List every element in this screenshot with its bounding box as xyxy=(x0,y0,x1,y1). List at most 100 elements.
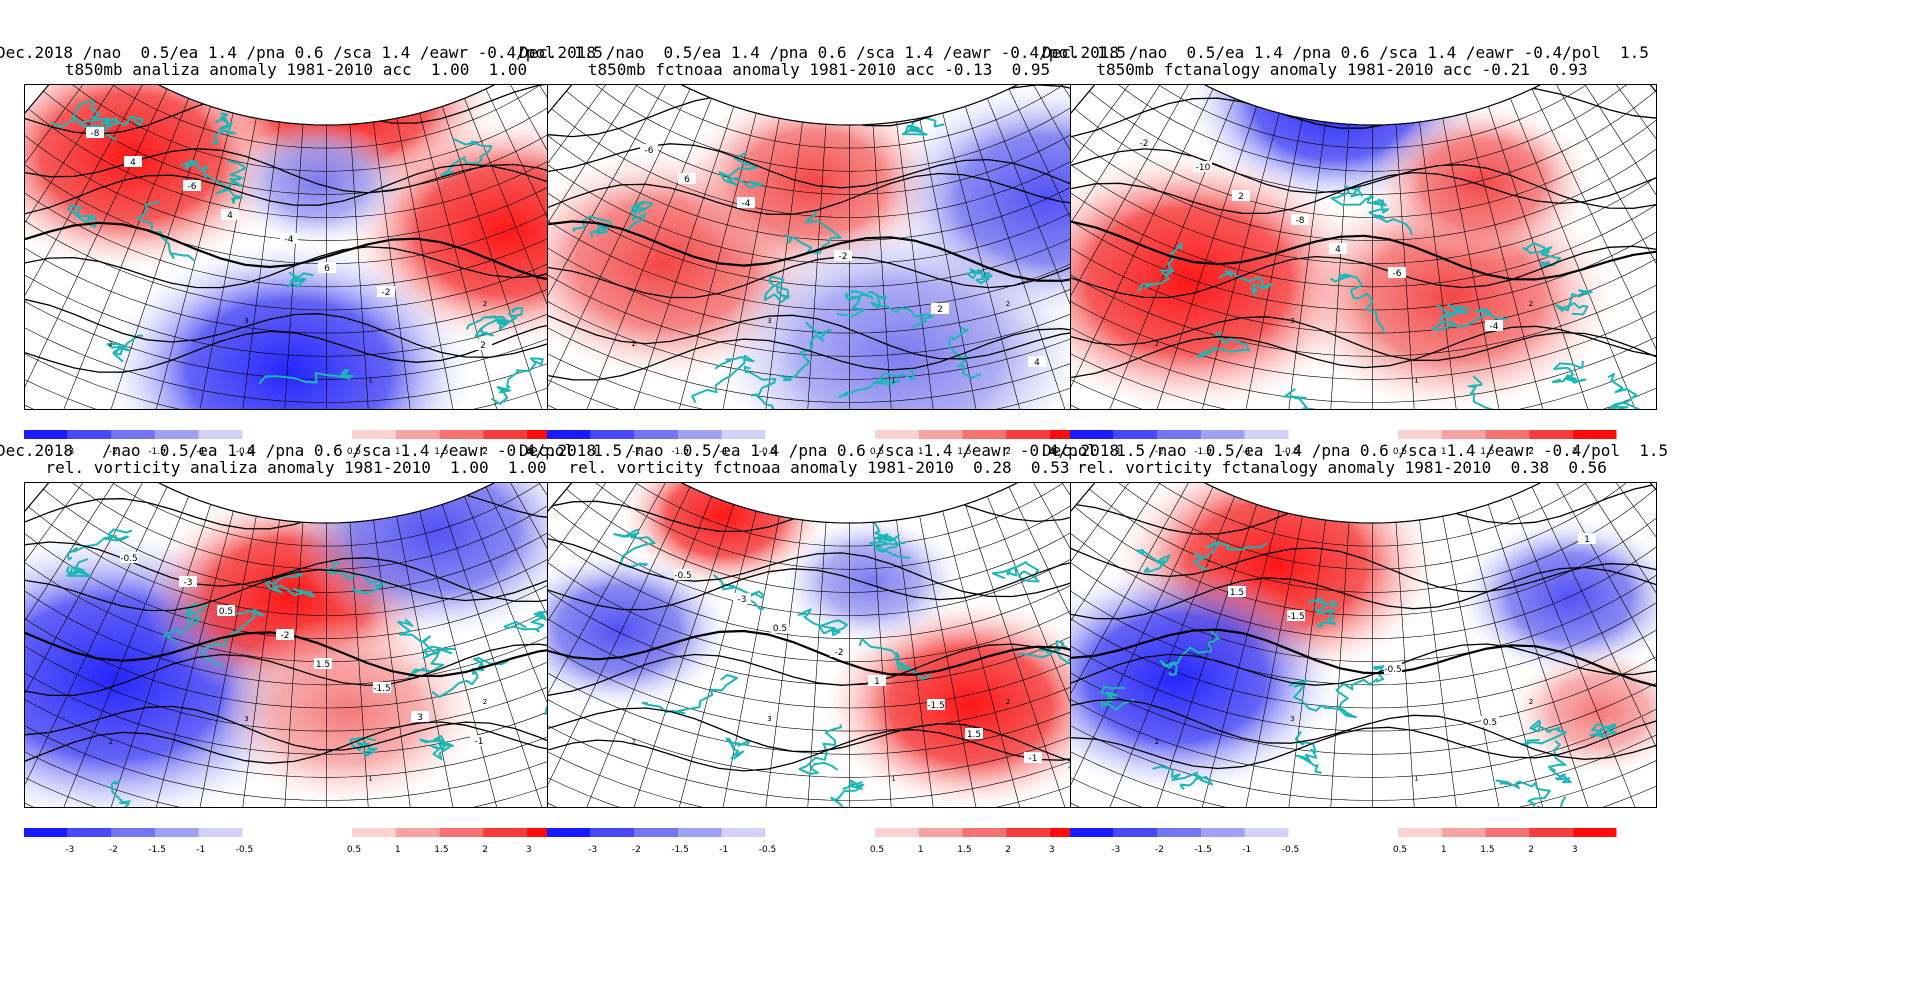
contour-line xyxy=(1071,171,1656,215)
parallel-line xyxy=(1071,143,1656,265)
coastline xyxy=(474,318,513,337)
contour-label: 2 xyxy=(1238,192,1244,202)
coastline xyxy=(779,321,832,382)
colorbar-tick-label: -0.5 xyxy=(1282,447,1300,457)
contour-label-bg xyxy=(830,646,848,657)
contour-line xyxy=(548,314,1133,360)
grid-value-label: 1 xyxy=(1414,774,1418,782)
coastline xyxy=(106,334,144,363)
colorbar-svg: -3 -2 -1.5 -1 -0.5 0.5 1 1.5 2 3 xyxy=(1070,828,1617,855)
grid-value-label: 2 xyxy=(632,340,636,348)
parallel-line xyxy=(25,249,610,403)
coastline xyxy=(1330,273,1386,334)
contour-label: -2 xyxy=(839,252,848,262)
colorbar-tick-label: -1 xyxy=(719,447,728,457)
coastline xyxy=(1218,270,1273,297)
colorbar-tick-label: 1 xyxy=(918,447,924,457)
contour-label: -0.5 xyxy=(1384,665,1402,675)
contour-label: 4 xyxy=(1335,245,1341,255)
colorbar-tick-label: 1 xyxy=(1441,447,1447,457)
colorbar-swatch-positive xyxy=(439,430,484,439)
colorbar-swatch-positive xyxy=(1529,430,1573,439)
colorbar-swatch-negative xyxy=(1070,828,1114,837)
colorbar-tick-label: -1 xyxy=(1242,447,1251,457)
panel-title-line2: rel. vorticity analiza anomaly 1981-2010… xyxy=(45,458,547,477)
contour-label: 3 xyxy=(417,713,423,723)
contour-label: -4 xyxy=(1490,322,1499,332)
colorbar-swatch-negative xyxy=(590,430,635,439)
coastline xyxy=(78,115,145,141)
coastline xyxy=(431,657,509,699)
contour-line xyxy=(1071,220,1656,281)
coastline xyxy=(1368,198,1413,236)
parallel-line xyxy=(548,647,1133,801)
colorbar-tick-label: -0.5 xyxy=(759,447,777,457)
parallel-line xyxy=(1074,108,1656,218)
colorbar-svg: -3 -2 -1.5 -1 -0.5 0.5 1 1.5 2 3 xyxy=(1070,430,1617,457)
contour-label-bg xyxy=(1578,533,1596,544)
coastline xyxy=(66,528,133,561)
contour-label-bg xyxy=(280,233,298,244)
colorbar-swatch-positive xyxy=(483,430,527,439)
colorbar-tick-label: 0.5 xyxy=(870,447,884,457)
contour-label-bg xyxy=(217,605,235,616)
anomaly-shading-negative xyxy=(289,483,583,637)
contour-label: -1 xyxy=(475,737,484,747)
anomaly-shading-positive xyxy=(621,483,827,589)
parallel-line xyxy=(1104,85,1641,172)
grid-value-label: 1 xyxy=(1414,376,1418,384)
parallel-line xyxy=(73,85,580,149)
contour-label-bg xyxy=(1481,716,1499,727)
contour-label-bg xyxy=(1228,586,1246,597)
colorbar: -3 -2 -1.5 -1 -0.5 0.5 1 1.5 2 3 xyxy=(1070,828,1660,868)
contour-line xyxy=(1071,316,1656,362)
colorbar-swatch-positive xyxy=(1572,828,1617,837)
colorbar-swatch-negative xyxy=(67,828,112,837)
colorbar-swatch-negative xyxy=(1244,828,1289,837)
contour-label-bg xyxy=(1287,610,1305,621)
coastline xyxy=(67,204,98,228)
map-panel-4: Dec.2018 /nao 0.5/ea 1.4 /pna 0.6 /sca 1… xyxy=(0,398,622,868)
contour-line xyxy=(1071,325,1656,379)
contour-label-bg xyxy=(318,262,336,273)
grid-value-label: 2 xyxy=(1529,698,1533,706)
map-domain-outline xyxy=(1071,483,1656,524)
colorbar-swatch-positive xyxy=(352,430,396,439)
contour-label-bg xyxy=(674,569,692,580)
colorbar-swatch-negative xyxy=(547,828,591,837)
contour-label-bg xyxy=(1135,137,1153,148)
contour-line xyxy=(1071,698,1656,760)
parallel-line xyxy=(551,108,1133,218)
panel-title-line1: Dec.2018 /nao 0.5/ea 1.4 /pna 0.6 /sca 1… xyxy=(519,441,1146,460)
contour-label-bg xyxy=(868,675,886,686)
colorbar-swatch-negative xyxy=(1070,430,1114,439)
contour-label: 1 xyxy=(1584,535,1590,545)
grid-value-label: 1 xyxy=(368,376,372,384)
coastline xyxy=(836,290,874,317)
panel-title-line2: t850mb fctnoaa anomaly 1981-2010 acc -0.… xyxy=(587,60,1051,79)
colorbar-tick-label: -1 xyxy=(719,845,728,855)
colorbar-swatch-negative xyxy=(198,828,243,837)
colorbar-tick-label: 1 xyxy=(395,845,401,855)
colorbar-swatch-positive xyxy=(875,828,919,837)
coastline xyxy=(136,201,196,262)
colorbar-swatch-negative xyxy=(1157,828,1202,837)
contour-line xyxy=(25,163,610,215)
coastline xyxy=(1100,685,1135,711)
colorbar-swatch-positive xyxy=(483,828,527,837)
coastline xyxy=(965,268,993,285)
colorbar-swatch-negative xyxy=(678,828,722,837)
contour-line xyxy=(1071,719,1656,770)
colorbar-swatch-negative xyxy=(24,430,68,439)
map-domain-outline xyxy=(548,483,1133,524)
panel-title-line2: rel. vorticity fctanalogy anomaly 1981-2… xyxy=(1077,458,1607,477)
coastline xyxy=(440,137,493,177)
contour-label: -10 xyxy=(1196,163,1211,173)
coastline xyxy=(1288,679,1356,718)
contour-line xyxy=(25,643,610,697)
parallel-line xyxy=(1089,90,1656,195)
colorbar-tick-label: 2 xyxy=(482,447,488,457)
colorbar-tick-label: -1.5 xyxy=(1194,845,1212,855)
colorbar-tick-label: 2 xyxy=(1005,447,1011,457)
contour-line xyxy=(548,557,1133,611)
